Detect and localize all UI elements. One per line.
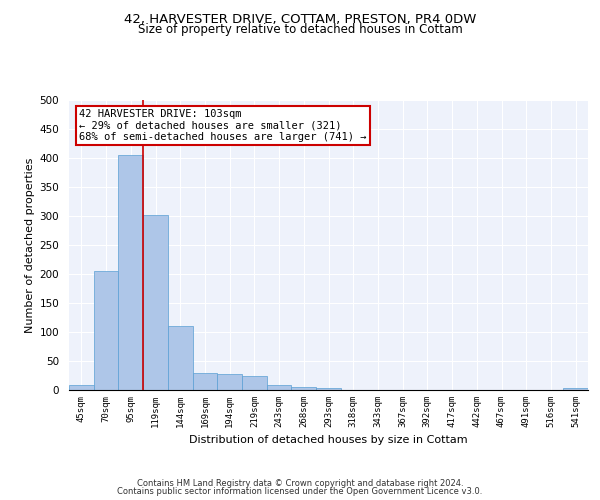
Bar [143, 215, 168, 390]
X-axis label: Distribution of detached houses by size in Cottam: Distribution of detached houses by size … [189, 436, 468, 446]
Bar [168, 326, 193, 390]
Y-axis label: Number of detached properties: Number of detached properties [25, 158, 35, 332]
Bar [193, 372, 217, 390]
Text: Size of property relative to detached houses in Cottam: Size of property relative to detached ho… [137, 22, 463, 36]
Bar [217, 374, 242, 390]
Text: 42, HARVESTER DRIVE, COTTAM, PRESTON, PR4 0DW: 42, HARVESTER DRIVE, COTTAM, PRESTON, PR… [124, 12, 476, 26]
Bar [94, 271, 118, 390]
Text: 42 HARVESTER DRIVE: 103sqm
← 29% of detached houses are smaller (321)
68% of sem: 42 HARVESTER DRIVE: 103sqm ← 29% of deta… [79, 108, 367, 142]
Bar [267, 386, 292, 390]
Text: Contains public sector information licensed under the Open Government Licence v3: Contains public sector information licen… [118, 487, 482, 496]
Bar [118, 155, 143, 390]
Bar [316, 388, 341, 390]
Bar [563, 388, 588, 390]
Bar [292, 386, 316, 390]
Bar [242, 376, 267, 390]
Bar [69, 386, 94, 390]
Text: Contains HM Land Registry data © Crown copyright and database right 2024.: Contains HM Land Registry data © Crown c… [137, 478, 463, 488]
